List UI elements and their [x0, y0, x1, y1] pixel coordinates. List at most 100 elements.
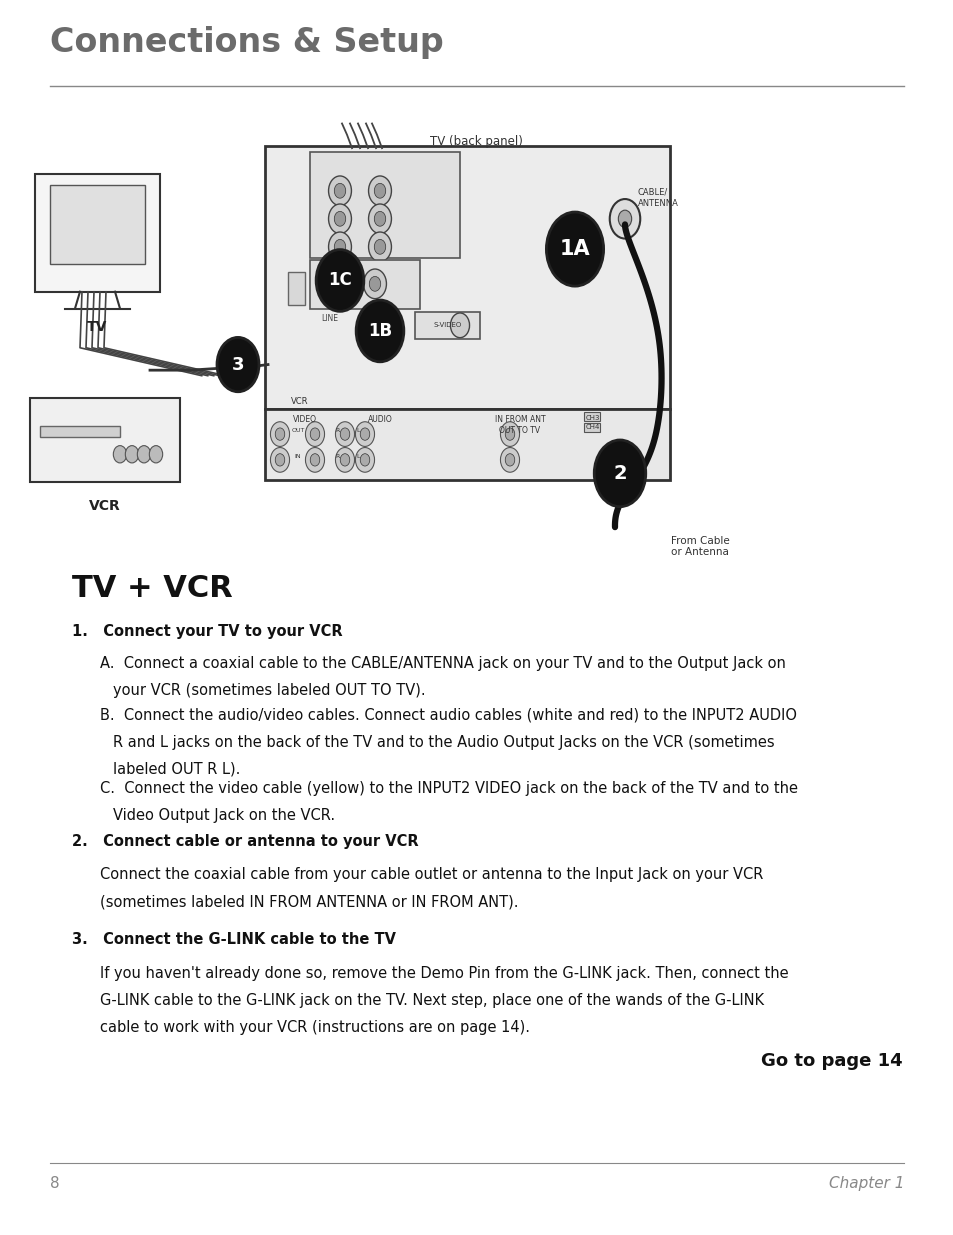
- Circle shape: [594, 440, 645, 506]
- Circle shape: [310, 427, 319, 440]
- Text: S-VIDEO: S-VIDEO: [434, 322, 461, 329]
- Text: R: R: [335, 454, 340, 459]
- Text: TV (back panel): TV (back panel): [430, 135, 522, 148]
- Text: IN: IN: [294, 454, 301, 459]
- Circle shape: [328, 204, 351, 233]
- Text: 1.   Connect your TV to your VCR: 1. Connect your TV to your VCR: [71, 624, 342, 638]
- Circle shape: [618, 210, 631, 227]
- Text: OUT: OUT: [291, 429, 304, 433]
- Text: (sometimes labeled IN FROM ANTENNA or IN FROM ANT).: (sometimes labeled IN FROM ANTENNA or IN…: [100, 894, 518, 909]
- Circle shape: [340, 453, 350, 466]
- Bar: [310, 152, 459, 258]
- Text: A.  Connect a coaxial cable to the CABLE/ANTENNA jack on your TV and to the Outp: A. Connect a coaxial cable to the CABLE/…: [100, 656, 785, 671]
- Circle shape: [500, 447, 519, 472]
- Text: labeled OUT R L).: labeled OUT R L).: [112, 762, 240, 777]
- Text: 2: 2: [613, 464, 626, 483]
- Circle shape: [334, 211, 345, 226]
- Text: Connect the coaxial cable from your cable outlet or antenna to the Input Jack on: Connect the coaxial cable from your cabl…: [100, 867, 762, 882]
- Circle shape: [329, 277, 340, 291]
- Bar: [265, 410, 669, 480]
- Text: TV: TV: [87, 320, 107, 333]
- Text: Chapter 1: Chapter 1: [828, 1176, 903, 1191]
- Bar: [583, 422, 599, 432]
- Circle shape: [368, 204, 391, 233]
- Circle shape: [450, 312, 469, 337]
- Text: 1B: 1B: [368, 322, 392, 340]
- Text: IN FROM ANT: IN FROM ANT: [495, 415, 545, 424]
- Text: TV + VCR: TV + VCR: [71, 574, 233, 603]
- Text: 2.   Connect cable or antenna to your VCR: 2. Connect cable or antenna to your VCR: [71, 834, 417, 848]
- Text: VIDEO: VIDEO: [293, 415, 316, 424]
- Text: ANTENNA: ANTENNA: [638, 199, 679, 207]
- Text: your VCR (sometimes labeled OUT TO TV).: your VCR (sometimes labeled OUT TO TV).: [112, 683, 425, 698]
- Bar: [310, 261, 419, 309]
- Circle shape: [505, 427, 515, 440]
- Circle shape: [137, 446, 151, 463]
- Circle shape: [275, 427, 285, 440]
- Text: or Antenna: or Antenna: [670, 547, 728, 557]
- Circle shape: [374, 183, 385, 198]
- Text: 1C: 1C: [328, 272, 352, 289]
- Circle shape: [500, 421, 519, 446]
- Circle shape: [368, 232, 391, 262]
- Text: 3: 3: [232, 356, 244, 373]
- Text: R and L jacks on the back of the TV and to the Audio Output Jacks on the VCR (so: R and L jacks on the back of the TV and …: [112, 735, 774, 750]
- Circle shape: [328, 175, 351, 205]
- Text: VCR: VCR: [89, 499, 121, 513]
- Circle shape: [355, 300, 403, 362]
- Text: LINE: LINE: [321, 314, 338, 324]
- Circle shape: [374, 211, 385, 226]
- Circle shape: [360, 453, 370, 466]
- Text: G-LINK cable to the G-LINK jack on the TV. Next step, place one of the wands of : G-LINK cable to the G-LINK jack on the T…: [100, 993, 763, 1008]
- Circle shape: [363, 269, 386, 299]
- Bar: [265, 146, 669, 410]
- Text: From Cable: From Cable: [670, 536, 729, 546]
- Polygon shape: [50, 185, 145, 263]
- Text: L: L: [355, 429, 359, 433]
- Circle shape: [340, 427, 350, 440]
- Circle shape: [334, 240, 345, 254]
- Circle shape: [271, 447, 290, 472]
- Text: Video Output Jack on the VCR.: Video Output Jack on the VCR.: [112, 808, 335, 823]
- Circle shape: [328, 232, 351, 262]
- Circle shape: [315, 249, 363, 311]
- Circle shape: [216, 337, 258, 391]
- Bar: [40, 426, 120, 437]
- Text: OUT TO TV: OUT TO TV: [499, 426, 540, 435]
- Circle shape: [125, 446, 138, 463]
- Circle shape: [355, 447, 375, 472]
- Bar: [288, 272, 305, 305]
- Circle shape: [368, 175, 391, 205]
- Bar: [583, 411, 599, 421]
- Circle shape: [335, 421, 355, 446]
- Circle shape: [113, 446, 127, 463]
- Text: L: L: [355, 454, 359, 459]
- Polygon shape: [35, 174, 160, 291]
- Text: C.  Connect the video cable (yellow) to the INPUT2 VIDEO jack on the back of the: C. Connect the video cable (yellow) to t…: [100, 781, 798, 795]
- Circle shape: [505, 453, 515, 466]
- Text: CH3: CH3: [585, 415, 599, 421]
- Text: VCR: VCR: [291, 398, 309, 406]
- Text: CABLE/: CABLE/: [638, 188, 667, 196]
- Circle shape: [334, 183, 345, 198]
- Circle shape: [546, 212, 603, 287]
- Text: CH4: CH4: [585, 424, 599, 430]
- Circle shape: [275, 453, 285, 466]
- Circle shape: [305, 421, 324, 446]
- Text: cable to work with your VCR (instructions are on page 14).: cable to work with your VCR (instruction…: [100, 1020, 530, 1035]
- Circle shape: [355, 421, 375, 446]
- Bar: [415, 312, 479, 338]
- Text: 8: 8: [50, 1176, 59, 1191]
- Circle shape: [305, 447, 324, 472]
- Text: Connections & Setup: Connections & Setup: [50, 26, 443, 59]
- Text: AUDIO: AUDIO: [367, 415, 392, 424]
- Text: If you haven't already done so, remove the Demo Pin from the G-LINK jack. Then, : If you haven't already done so, remove t…: [100, 966, 788, 981]
- Circle shape: [369, 277, 380, 291]
- Text: B.  Connect the audio/video cables. Connect audio cables (white and red) to the : B. Connect the audio/video cables. Conne…: [100, 708, 797, 722]
- Text: 1A: 1A: [559, 240, 590, 259]
- Polygon shape: [30, 398, 180, 483]
- Text: Go to page 14: Go to page 14: [760, 1052, 902, 1071]
- Text: R: R: [335, 429, 340, 433]
- Circle shape: [310, 453, 319, 466]
- Text: 3.   Connect the G-LINK cable to the TV: 3. Connect the G-LINK cable to the TV: [71, 932, 395, 947]
